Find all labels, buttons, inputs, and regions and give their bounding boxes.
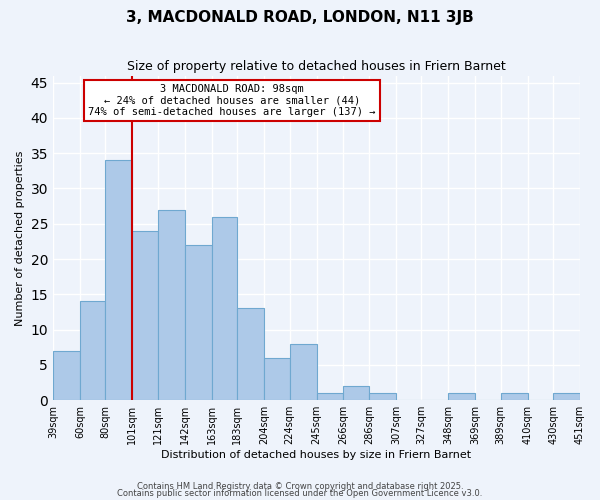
X-axis label: Distribution of detached houses by size in Friern Barnet: Distribution of detached houses by size … xyxy=(161,450,472,460)
Title: Size of property relative to detached houses in Friern Barnet: Size of property relative to detached ho… xyxy=(127,60,506,73)
Bar xyxy=(343,386,369,400)
Bar xyxy=(80,302,106,400)
Bar xyxy=(212,216,237,400)
Bar xyxy=(133,231,158,400)
Text: Contains HM Land Registry data © Crown copyright and database right 2025.: Contains HM Land Registry data © Crown c… xyxy=(137,482,463,491)
Bar xyxy=(158,210,185,400)
Bar xyxy=(290,344,317,400)
Text: 3, MACDONALD ROAD, LONDON, N11 3JB: 3, MACDONALD ROAD, LONDON, N11 3JB xyxy=(126,10,474,25)
Text: 3 MACDONALD ROAD: 98sqm
← 24% of detached houses are smaller (44)
74% of semi-de: 3 MACDONALD ROAD: 98sqm ← 24% of detache… xyxy=(88,84,376,117)
Bar xyxy=(264,358,290,400)
Bar xyxy=(369,393,396,400)
Bar xyxy=(317,393,343,400)
Bar xyxy=(501,393,527,400)
Bar xyxy=(237,308,264,400)
Bar xyxy=(106,160,133,400)
Bar xyxy=(448,393,475,400)
Bar xyxy=(185,245,212,400)
Bar xyxy=(553,393,580,400)
Y-axis label: Number of detached properties: Number of detached properties xyxy=(15,150,25,326)
Text: Contains public sector information licensed under the Open Government Licence v3: Contains public sector information licen… xyxy=(118,489,482,498)
Bar xyxy=(53,351,80,400)
